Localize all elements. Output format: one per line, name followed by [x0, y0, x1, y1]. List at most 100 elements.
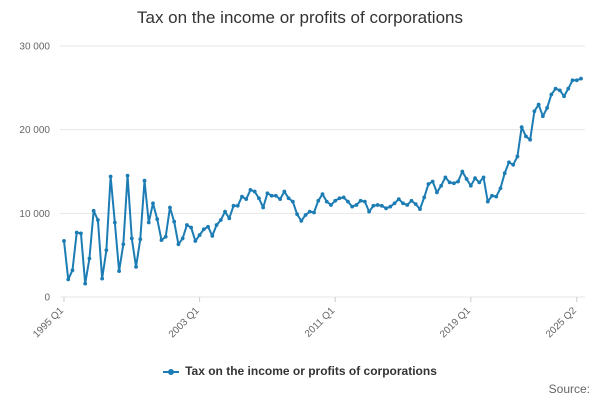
data-point[interactable] — [477, 180, 482, 185]
data-point[interactable] — [388, 204, 393, 209]
data-point[interactable] — [528, 137, 533, 142]
data-point[interactable] — [524, 134, 528, 139]
data-point[interactable] — [456, 179, 461, 184]
data-point[interactable] — [418, 207, 422, 212]
data-point[interactable] — [362, 199, 367, 204]
data-point[interactable] — [290, 199, 295, 204]
data-point[interactable] — [358, 198, 363, 203]
data-point[interactable] — [494, 194, 499, 199]
data-point[interactable] — [201, 227, 206, 232]
data-point[interactable] — [439, 183, 444, 188]
data-point[interactable] — [354, 203, 359, 207]
data-point[interactable] — [367, 209, 372, 214]
legend[interactable]: Tax on the income or profits of corporat… — [0, 364, 600, 378]
data-point[interactable] — [218, 218, 223, 222]
data-point[interactable] — [413, 202, 418, 207]
data-point[interactable] — [244, 197, 249, 202]
data-point[interactable] — [435, 190, 439, 195]
data-point[interactable] — [248, 188, 253, 192]
data-point[interactable] — [324, 199, 329, 204]
data-point[interactable] — [409, 198, 414, 203]
data-point[interactable] — [159, 238, 164, 243]
data-point[interactable] — [350, 204, 355, 209]
data-point[interactable] — [396, 197, 401, 202]
data-point[interactable] — [566, 86, 571, 91]
data-point[interactable] — [91, 208, 96, 213]
data-point[interactable] — [83, 281, 88, 286]
data-point[interactable] — [278, 197, 283, 202]
data-point[interactable] — [447, 180, 452, 185]
data-point[interactable] — [299, 218, 304, 223]
data-point[interactable] — [320, 192, 325, 196]
data-point[interactable] — [104, 248, 109, 253]
data-point[interactable] — [265, 191, 270, 196]
data-point[interactable] — [214, 223, 219, 227]
data-point[interactable] — [473, 176, 477, 181]
data-point[interactable] — [562, 94, 566, 99]
data-point[interactable] — [536, 102, 541, 107]
data-point[interactable] — [307, 209, 312, 214]
data-point[interactable] — [172, 219, 177, 224]
data-point[interactable] — [227, 216, 232, 221]
data-point[interactable] — [261, 205, 266, 210]
data-point[interactable] — [392, 201, 397, 206]
data-point[interactable] — [545, 106, 549, 110]
data-point[interactable] — [464, 177, 469, 181]
data-point[interactable] — [553, 86, 558, 91]
data-point[interactable] — [193, 239, 198, 243]
data-point[interactable] — [74, 230, 79, 235]
data-point[interactable] — [100, 276, 105, 281]
data-point[interactable] — [117, 269, 121, 273]
data-point[interactable] — [468, 183, 473, 188]
data-point[interactable] — [87, 256, 92, 261]
data-point[interactable] — [146, 220, 151, 225]
data-point[interactable] — [502, 171, 507, 176]
data-point[interactable] — [121, 242, 126, 247]
data-point[interactable] — [168, 205, 172, 210]
data-point[interactable] — [549, 92, 554, 97]
data-point[interactable] — [189, 225, 194, 230]
data-point[interactable] — [498, 186, 503, 191]
data-point[interactable] — [519, 125, 524, 130]
data-point[interactable] — [295, 212, 299, 217]
data-point[interactable] — [422, 195, 427, 200]
data-point[interactable] — [337, 196, 342, 201]
data-point[interactable] — [511, 162, 516, 167]
data-point[interactable] — [231, 203, 236, 208]
data-point[interactable] — [223, 209, 227, 214]
data-point[interactable] — [108, 174, 113, 179]
data-point[interactable] — [125, 173, 130, 178]
data-point[interactable] — [206, 224, 210, 229]
data-point[interactable] — [346, 199, 350, 204]
data-point[interactable] — [197, 233, 202, 237]
data-point[interactable] — [379, 203, 384, 208]
data-point[interactable] — [490, 193, 494, 198]
data-point[interactable] — [430, 179, 435, 184]
data-point[interactable] — [405, 203, 410, 207]
data-point[interactable] — [333, 198, 338, 203]
data-point[interactable] — [79, 231, 83, 236]
data-point[interactable] — [240, 194, 244, 199]
data-point[interactable] — [70, 268, 75, 273]
data-point[interactable] — [134, 264, 138, 269]
data-point[interactable] — [303, 213, 308, 217]
data-point[interactable] — [574, 78, 579, 83]
data-point[interactable] — [515, 154, 520, 159]
data-point[interactable] — [96, 218, 100, 222]
data-point[interactable] — [282, 189, 287, 194]
data-point[interactable] — [273, 193, 278, 198]
data-point[interactable] — [257, 196, 261, 201]
data-point[interactable] — [66, 277, 71, 282]
data-point[interactable] — [570, 78, 575, 83]
data-point[interactable] — [401, 201, 405, 206]
data-point[interactable] — [62, 239, 66, 243]
data-point[interactable] — [451, 181, 456, 186]
data-point[interactable] — [180, 236, 185, 241]
data-point[interactable] — [329, 203, 333, 207]
data-point[interactable] — [155, 217, 160, 222]
data-point[interactable] — [151, 201, 155, 206]
data-point[interactable] — [235, 203, 240, 208]
data-point[interactable] — [481, 175, 486, 180]
data-point[interactable] — [210, 234, 215, 238]
data-point[interactable] — [532, 109, 537, 114]
